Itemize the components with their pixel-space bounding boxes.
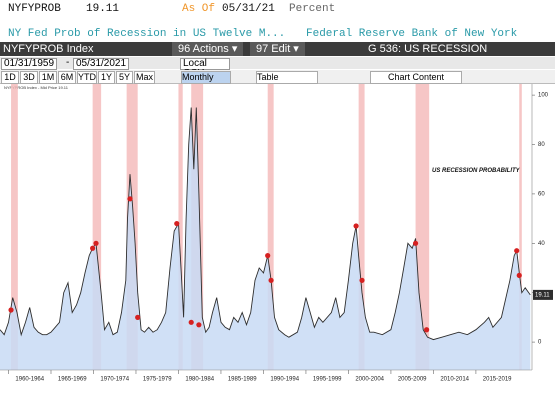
y-tick-label: 60 — [538, 191, 545, 197]
period-button[interactable]: YTD — [77, 71, 97, 84]
x-tick-label: 2005-2009 — [398, 377, 427, 383]
recession-band — [178, 84, 183, 370]
y-tick-label: 40 — [538, 241, 545, 247]
recession-marker — [196, 322, 202, 328]
date-dash: - — [66, 57, 70, 68]
security[interactable]: NYFYPROB Index — [3, 43, 94, 55]
period-button[interactable]: 1Y — [98, 71, 115, 84]
x-tick-label: 1965-1969 — [58, 377, 87, 383]
currency[interactable]: Local CCY — [180, 58, 230, 79]
recession-marker — [174, 220, 180, 227]
recession-band — [92, 84, 102, 370]
recession-marker — [516, 272, 522, 279]
recession-marker — [90, 245, 96, 251]
annotation: US RECESSION PROBABILITY — [432, 168, 521, 174]
frequency[interactable]: Monthly — [181, 71, 231, 84]
start-date[interactable]: 01/31/1959 — [1, 58, 58, 70]
y-tick-label: 80 — [538, 142, 545, 148]
x-tick-label: 2015-2019 — [483, 377, 512, 383]
chart-content[interactable]: Chart Content — [370, 71, 462, 84]
ticker: NYFYPROB — [8, 3, 61, 15]
period-button[interactable]: 1D — [1, 71, 19, 84]
toolbar: NYFYPROB Index 96 Actions ▾ 97 Edit ▾ G … — [0, 42, 555, 69]
description: NY Fed Prob of Recession in US Twelve M.… — [8, 28, 286, 40]
legend: NYFYPROB Index - Mid Price 19.11 — [4, 85, 69, 90]
as-of-date: 05/31/21 — [222, 3, 275, 15]
period-button[interactable]: Max — [134, 71, 155, 84]
area — [0, 107, 531, 370]
period-button[interactable]: 5Y — [116, 71, 133, 84]
actions-menu[interactable]: 96 Actions ▾ — [172, 42, 244, 56]
recession-marker — [424, 327, 430, 333]
x-tick-label: 1975-1979 — [143, 377, 172, 383]
end-date[interactable]: 05/31/2021 — [73, 58, 130, 70]
last-value-box — [533, 289, 553, 300]
x-tick-label: 1970-1974 — [100, 377, 129, 383]
x-tick-label: 2010-2014 — [440, 377, 469, 383]
recession-marker — [412, 240, 419, 246]
recession-marker — [514, 248, 520, 254]
y-tick-label: 0 — [538, 340, 542, 346]
last-value-label: 19.11 — [535, 292, 550, 298]
recession-marker — [188, 319, 194, 325]
recession-marker — [268, 277, 274, 283]
period-button[interactable]: 3D — [20, 71, 38, 84]
edit-menu[interactable]: 97 Edit ▾ — [250, 42, 305, 56]
chart: NYFYPROB Index - Mid Price 19.11 US RECE… — [0, 84, 553, 383]
recession-band — [358, 84, 365, 370]
recession-band — [267, 84, 274, 370]
price: 19.11 — [86, 3, 120, 15]
x-tick-label: 1990-1994 — [270, 377, 299, 383]
date-bar: 01/31/1959 - 05/31/2021 Local CCY — [0, 57, 555, 79]
recession-marker — [353, 223, 359, 229]
table-button[interactable]: Table — [256, 71, 318, 84]
recession-band — [11, 84, 18, 370]
recession-band — [519, 84, 522, 370]
period-button[interactable]: 6M — [58, 71, 76, 84]
recession-marker — [127, 196, 133, 202]
recession-marker — [265, 253, 271, 259]
x-tick-label: 1980-1984 — [185, 377, 214, 383]
period-button[interactable]: 1M — [39, 71, 57, 84]
x-tick-label: 2000-2004 — [355, 377, 384, 383]
recession-marker — [359, 277, 365, 283]
y-tick-label: 100 — [538, 93, 549, 99]
recession-marker — [93, 240, 99, 246]
x-tick-label: 1995-1999 — [313, 377, 342, 383]
units: Percent — [289, 3, 336, 15]
recession-marker — [8, 307, 14, 313]
x-tick-label: 1960-1964 — [15, 377, 44, 383]
as-of-label: As Of — [182, 3, 216, 15]
recession-marker — [135, 314, 141, 320]
source: Federal Reserve Bank of New York — [306, 28, 518, 40]
x-tick-label: 1985-1989 — [228, 377, 257, 383]
period-bar: 1D 3D 1M 6M YTD 1Y 5Y Max Monthly Table Chart Cont… — [0, 70, 555, 84]
